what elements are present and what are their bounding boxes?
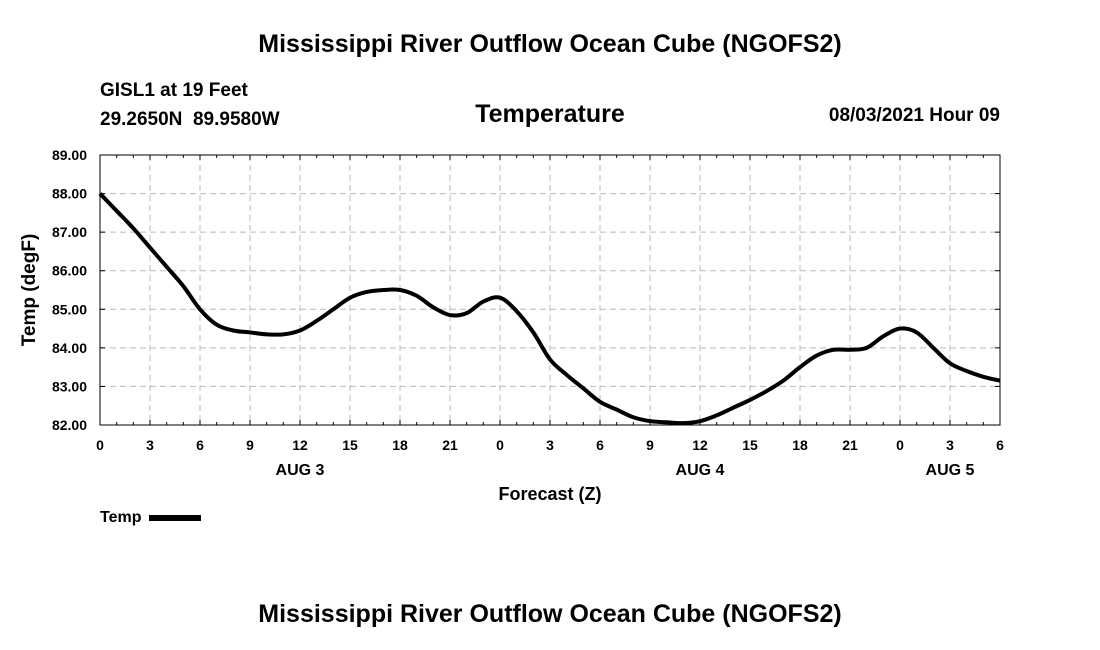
x-tick-label: 6 [596,437,604,453]
data-point [233,330,234,331]
x-tick-label: 0 [896,437,904,453]
data-point [783,380,784,381]
x-tick-label: 9 [246,437,254,453]
data-point [450,315,451,316]
data-point [700,421,701,422]
date-label-0: AUG 3 [276,462,325,479]
data-point [383,290,384,291]
data-point [516,311,517,312]
x-tick-label: 15 [742,437,758,453]
data-point [933,347,934,348]
data-point [266,334,267,335]
legend: Temp [100,509,202,527]
data-point [433,307,434,308]
station-coords: 29.2650N 89.9580W [100,109,280,130]
data-point [183,286,184,287]
data-point [466,313,467,314]
y-tick-label: 85.00 [52,301,87,317]
x-tick-label: 9 [646,437,654,453]
x-tick-label: 21 [442,437,458,453]
date-label-1: AUG 4 [676,462,725,479]
data-point [333,309,334,310]
y-tick-label: 82.00 [52,417,87,433]
main-title: Mississippi River Outflow Ocean Cube (NG… [258,30,842,58]
date-label-2: AUG 5 [926,462,975,479]
data-point [283,334,284,335]
x-tick-label: 15 [342,437,358,453]
data-point [716,415,717,416]
data-point [200,309,201,310]
data-point [566,374,567,375]
data-point [150,247,151,248]
data-point [500,297,501,298]
data-point [1000,380,1001,381]
data-point [116,210,117,211]
data-point [733,407,734,408]
data-point [750,399,751,400]
x-tick-label: 18 [392,437,408,453]
data-point [633,417,634,418]
y-tick-label: 84.00 [52,340,87,356]
data-point [983,376,984,377]
data-point [816,355,817,356]
x-tick-label: 0 [496,437,504,453]
data-point [316,320,317,321]
series-line-temp [98,192,1001,426]
data-point [133,228,134,229]
data-point [883,336,884,337]
x-tick-label: 12 [692,437,708,453]
y-axis-label: Temp (degF) [19,234,40,347]
data-point [866,347,867,348]
x-tick-label: 21 [842,437,858,453]
forecast-datetime: 08/03/2021 Hour 09 [828,105,1000,126]
y-tick-label: 89.00 [52,147,87,163]
y-tick-label: 83.00 [52,378,87,394]
data-point [300,330,301,331]
data-point [650,421,651,422]
legend-line-swatch [149,515,202,521]
data-point [416,295,417,296]
footer-title: Mississippi River Outflow Ocean Cube (NG… [258,600,842,628]
data-point [483,301,484,302]
data-point [583,388,584,389]
data-point [366,291,367,292]
x-tick-label: 3 [546,437,554,453]
legend-label: Temp [100,509,142,526]
x-tick-label: 12 [292,437,308,453]
data-point [166,266,167,267]
y-tick-label: 88.00 [52,186,87,202]
data-point [850,349,851,350]
data-point [950,363,951,364]
data-point [533,332,534,333]
data-point [350,297,351,298]
data-point [966,371,967,372]
x-tick-label: 0 [96,437,104,453]
data-point [616,409,617,410]
data-point [900,328,901,329]
y-tick-label: 87.00 [52,224,87,240]
x-tick-label: 6 [996,437,1004,453]
data-point [216,324,217,325]
data-point [800,367,801,368]
data-point [916,332,917,333]
x-tick-label: 6 [196,437,204,453]
data-point [666,422,667,423]
x-tick-label: 3 [146,437,154,453]
station-info: GISL1 at 19 Feet 29.2650N 89.9580W [100,76,280,134]
data-point [550,359,551,360]
x-axis-label: Forecast (Z) [498,484,601,504]
data-point [600,401,601,402]
x-tick-label: 18 [792,437,808,453]
data-point [833,349,834,350]
data-point [100,193,101,194]
chart-subtitle: Temperature [475,100,625,128]
y-tick-label: 86.00 [52,263,87,279]
data-point [400,290,401,291]
data-point [683,423,684,424]
data-point [766,391,767,392]
station-name: GISL1 at 19 Feet [100,80,248,101]
data-point [250,332,251,333]
x-tick-label: 3 [946,437,954,453]
